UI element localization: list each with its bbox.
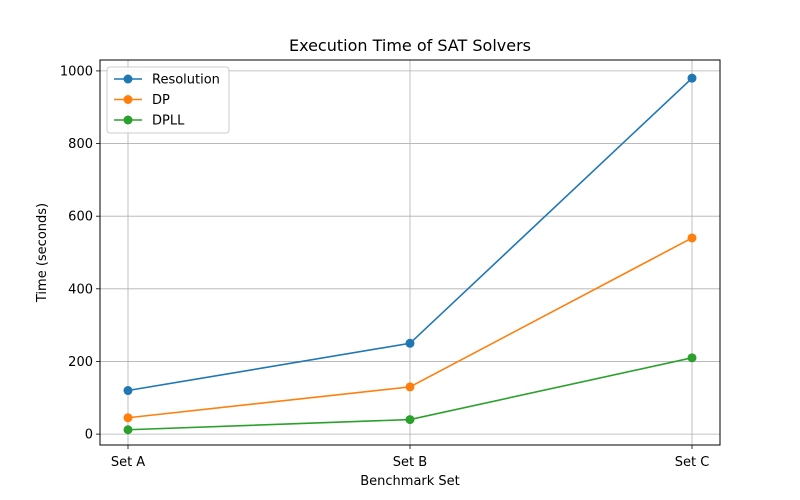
axis-ticks: Set A Set B Set C 0 200 400 600 800 1000 [60, 64, 709, 470]
y-axis-label: Time (seconds) [35, 203, 50, 303]
data-point-dp [123, 413, 133, 423]
y-tick-label: 600 [68, 210, 93, 225]
legend-label-dp: DP [152, 93, 170, 108]
x-axis-label: Benchmark Set [360, 474, 460, 489]
grid [100, 60, 720, 445]
x-tick-label: Set B [393, 455, 427, 470]
data-point-resolution [405, 338, 415, 348]
data-point-resolution [123, 386, 133, 396]
legend-label-resolution: Resolution [152, 73, 220, 88]
series-layer [123, 73, 697, 435]
y-tick-label: 200 [68, 355, 93, 370]
x-tick-label: Set C [675, 455, 710, 470]
chart-title: Execution Time of SAT Solvers [289, 36, 531, 55]
y-tick-label: 800 [68, 137, 93, 152]
legend-box [106, 66, 230, 134]
legend-marker-dpll [123, 115, 133, 125]
y-tick-label: 1000 [60, 64, 93, 79]
x-tick-label: Set A [111, 455, 145, 470]
legend-marker-dp [123, 95, 133, 104]
data-point-dpll [687, 353, 697, 363]
legend: Resolution DP DPLL [106, 66, 230, 134]
data-point-dp [405, 382, 415, 392]
data-point-dpll [123, 425, 133, 435]
data-point-dp [687, 233, 697, 243]
data-point-dpll [405, 415, 415, 425]
y-tick-label: 0 [85, 428, 93, 443]
data-point-resolution [687, 73, 697, 83]
legend-label-dpll: DPLL [152, 114, 185, 129]
legend-marker-resolution [123, 74, 133, 84]
y-tick-label: 400 [68, 282, 93, 297]
